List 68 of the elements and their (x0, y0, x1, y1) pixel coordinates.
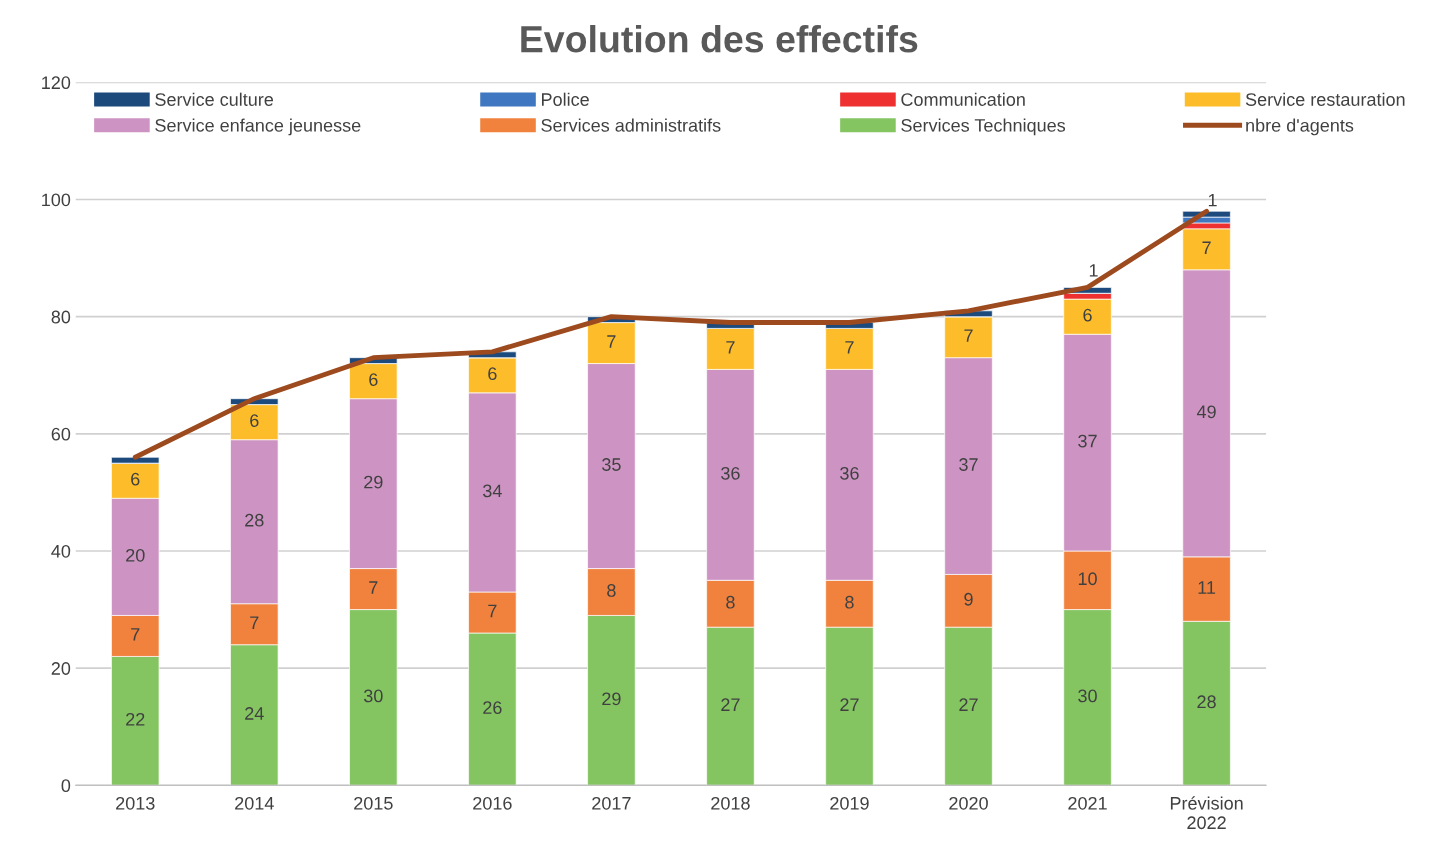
data-label: 6 (369, 373, 378, 386)
data-label: 29 (602, 692, 621, 706)
legend-label: Services Techniques (901, 118, 1066, 136)
x-tick-label: 2021 (1068, 796, 1107, 810)
chart-title: Evolution des effectifs (521, 24, 918, 53)
data-label: 11 (1198, 581, 1216, 594)
data-label: 9 (964, 592, 973, 606)
legend-label: Service enfance jeunesse (155, 118, 361, 136)
y-tick-label: 40 (51, 544, 71, 558)
data-label: 6 (250, 414, 259, 427)
legend-label: Communication (901, 92, 1025, 106)
y-tick-label: 100 (42, 193, 71, 207)
x-tick-label: 2020 (949, 796, 988, 810)
data-label: 37 (959, 458, 978, 471)
data-label: 24 (245, 707, 264, 720)
data-label: 36 (840, 466, 859, 480)
data-label: 8 (726, 595, 735, 609)
data-label: 8 (607, 584, 616, 597)
data-label: 26 (483, 701, 502, 715)
legend-label: Service restauration (1245, 92, 1405, 106)
data-label: 7 (1202, 241, 1211, 254)
data-label: 7 (607, 335, 616, 348)
y-tick-label: 120 (42, 76, 71, 90)
x-tick-label: 2017 (592, 796, 631, 810)
x-tick-label: Prévision 2022 (1170, 796, 1243, 830)
legend-label: Service culture (155, 92, 274, 106)
data-label: 29 (364, 475, 383, 489)
legend-label: Services administratifs (541, 118, 721, 132)
data-label: 8 (845, 595, 854, 609)
data-label: 34 (483, 484, 502, 498)
x-tick-label: 2018 (711, 796, 750, 810)
data-label: 7 (488, 604, 497, 618)
data-label: 27 (959, 698, 978, 711)
data-label: 27 (721, 698, 740, 711)
data-label: 7 (845, 341, 854, 354)
data-label: 7 (250, 616, 259, 629)
data-label: 10 (1078, 572, 1097, 586)
x-tick-label: 2014 (235, 796, 274, 810)
data-label: 28 (1197, 695, 1216, 709)
x-tick-label: 2016 (473, 796, 512, 810)
y-tick-label: 0 (61, 779, 71, 793)
data-label: 7 (964, 329, 973, 342)
data-label: 49 (1196, 405, 1216, 419)
data-label: 6 (488, 367, 497, 381)
data-label: 7 (726, 341, 735, 354)
data-label: 1 (1089, 264, 1098, 277)
data-label: 22 (126, 712, 145, 726)
y-tick-label: 80 (51, 310, 71, 324)
data-label: 30 (1078, 689, 1097, 703)
x-tick-label: 2019 (830, 796, 869, 810)
data-label: 37 (1078, 434, 1097, 448)
y-tick-label: 20 (51, 662, 71, 675)
data-label: 7 (369, 581, 378, 594)
data-label: 35 (602, 458, 621, 471)
data-label: 6 (1083, 308, 1092, 322)
x-tick-label: 2015 (354, 796, 393, 810)
data-label: 7 (131, 628, 140, 641)
data-label: 1 (1208, 193, 1217, 207)
legend-label: Police (542, 92, 589, 106)
data-label: 6 (131, 472, 140, 486)
data-label: 27 (840, 698, 859, 711)
data-label: 36 (721, 466, 740, 480)
x-tick-label: 2013 (116, 796, 155, 810)
data-label: 30 (363, 689, 383, 703)
y-tick-label: 60 (51, 427, 71, 441)
data-label: 28 (245, 513, 264, 527)
data-label: 20 (126, 548, 145, 562)
legend-label: nbre d'agents (1246, 118, 1354, 136)
